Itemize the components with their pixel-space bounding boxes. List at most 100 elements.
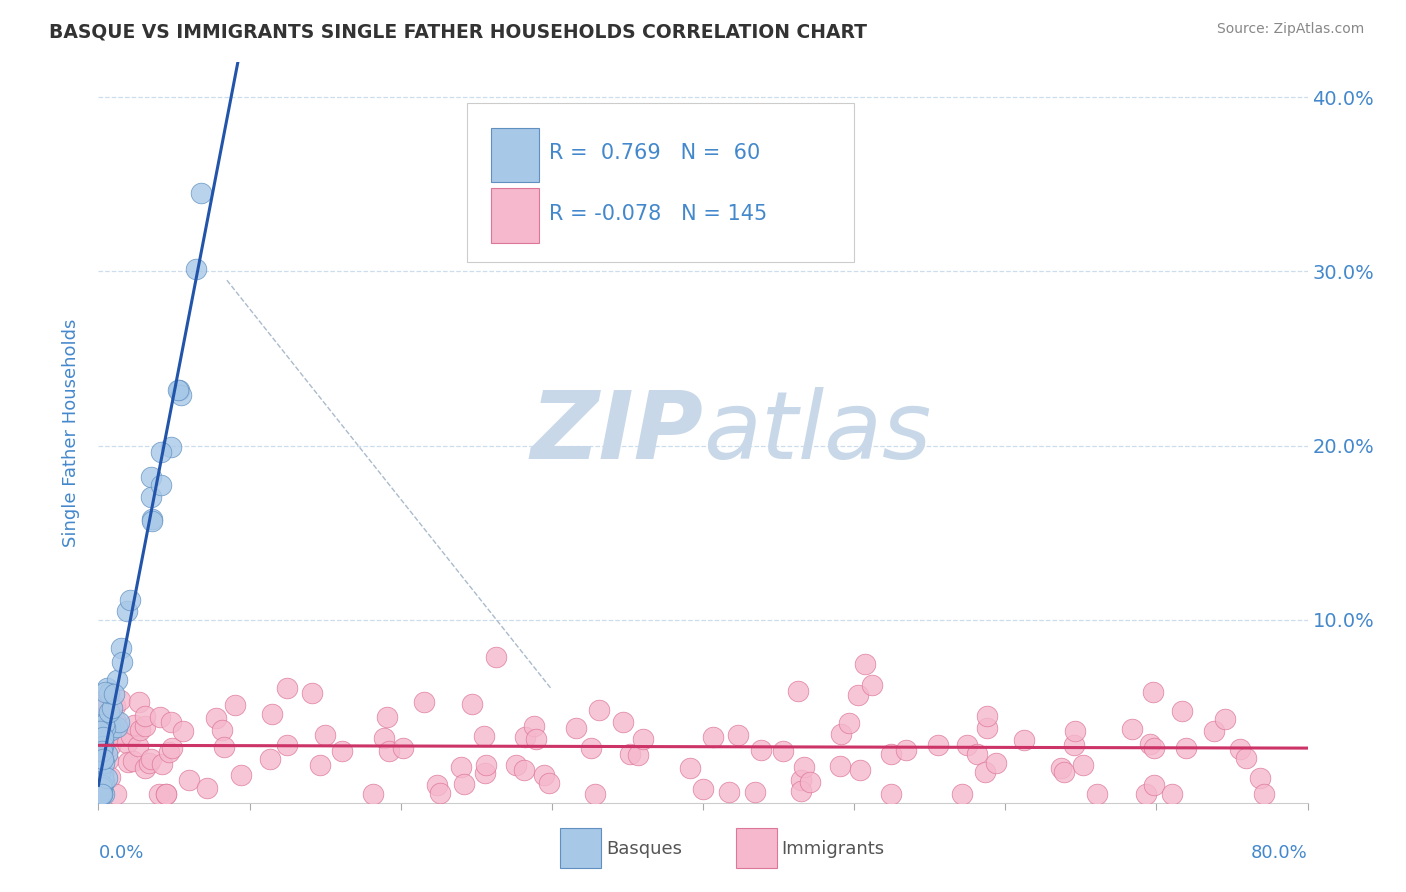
Point bbox=[89, 764, 111, 779]
Point bbox=[149, 710, 172, 724]
Point bbox=[90, 698, 112, 712]
Point bbox=[96, 747, 118, 761]
Point bbox=[121, 754, 143, 768]
Point bbox=[157, 746, 180, 760]
Point bbox=[880, 747, 903, 761]
Point bbox=[96, 771, 118, 785]
Point bbox=[93, 736, 115, 750]
Point bbox=[167, 383, 190, 397]
Point bbox=[98, 686, 121, 700]
Point bbox=[118, 593, 141, 607]
Point bbox=[91, 771, 114, 785]
Point bbox=[956, 738, 979, 752]
Point bbox=[104, 726, 127, 740]
Point bbox=[475, 758, 498, 772]
Point bbox=[90, 782, 112, 797]
Point bbox=[91, 766, 114, 780]
Point bbox=[91, 724, 114, 739]
Point bbox=[160, 440, 183, 454]
Point bbox=[89, 724, 111, 739]
Point bbox=[976, 721, 998, 735]
Point bbox=[229, 768, 252, 782]
Point bbox=[702, 730, 724, 744]
Point bbox=[1063, 738, 1085, 752]
Point bbox=[727, 727, 749, 741]
Point bbox=[749, 743, 772, 757]
Point bbox=[453, 777, 475, 791]
Point bbox=[849, 763, 872, 777]
FancyBboxPatch shape bbox=[561, 828, 602, 868]
Text: Basques: Basques bbox=[606, 839, 682, 858]
Text: R = -0.078   N = 145: R = -0.078 N = 145 bbox=[550, 204, 768, 224]
Point bbox=[107, 714, 129, 729]
Point bbox=[87, 787, 110, 801]
Point bbox=[172, 723, 194, 738]
Point bbox=[155, 787, 177, 801]
Point bbox=[330, 744, 353, 758]
Point bbox=[129, 723, 152, 737]
Text: ZIP: ZIP bbox=[530, 386, 703, 479]
Point bbox=[150, 477, 173, 491]
Point bbox=[124, 718, 146, 732]
Text: Source: ZipAtlas.com: Source: ZipAtlas.com bbox=[1216, 22, 1364, 37]
Point bbox=[679, 761, 702, 775]
Point bbox=[612, 715, 634, 730]
Point bbox=[103, 687, 125, 701]
Point bbox=[97, 753, 120, 767]
Point bbox=[139, 469, 162, 483]
Point bbox=[195, 780, 218, 795]
Point bbox=[1253, 787, 1275, 801]
Point bbox=[1142, 685, 1164, 699]
Point bbox=[89, 787, 111, 801]
Text: 80.0%: 80.0% bbox=[1251, 844, 1308, 862]
Point bbox=[1213, 712, 1236, 726]
Point bbox=[87, 742, 110, 756]
Point bbox=[627, 747, 650, 762]
Point bbox=[98, 770, 121, 784]
Point bbox=[513, 730, 536, 744]
Point bbox=[89, 698, 111, 713]
Point bbox=[105, 673, 128, 688]
Point bbox=[115, 736, 138, 750]
Point bbox=[214, 739, 236, 754]
Point bbox=[787, 684, 810, 698]
Point bbox=[91, 744, 114, 758]
Point bbox=[1249, 771, 1271, 785]
Point bbox=[150, 756, 173, 771]
Point bbox=[93, 787, 115, 801]
Point bbox=[772, 744, 794, 758]
Point bbox=[134, 761, 156, 775]
FancyBboxPatch shape bbox=[492, 188, 538, 244]
Point bbox=[104, 713, 127, 727]
Point bbox=[224, 698, 246, 713]
Point bbox=[485, 649, 508, 664]
Point bbox=[98, 716, 121, 731]
Point bbox=[1050, 761, 1073, 775]
FancyBboxPatch shape bbox=[492, 128, 538, 182]
Point bbox=[830, 727, 852, 741]
Y-axis label: Single Father Households: Single Father Households bbox=[62, 318, 80, 547]
Point bbox=[1121, 723, 1143, 737]
Point bbox=[846, 688, 869, 702]
Point bbox=[505, 758, 527, 772]
Point bbox=[90, 775, 112, 789]
Point bbox=[450, 759, 472, 773]
Point bbox=[1135, 787, 1157, 801]
Point bbox=[1073, 758, 1095, 772]
Point bbox=[1085, 787, 1108, 801]
Point bbox=[93, 756, 115, 770]
Point bbox=[619, 747, 641, 761]
Point bbox=[1063, 724, 1085, 739]
Point bbox=[91, 787, 114, 801]
Point bbox=[127, 739, 149, 753]
Point bbox=[90, 756, 112, 771]
Point bbox=[894, 743, 917, 757]
Point bbox=[134, 709, 156, 723]
Text: Immigrants: Immigrants bbox=[782, 839, 884, 858]
Point bbox=[426, 778, 449, 792]
Point bbox=[314, 729, 336, 743]
Point bbox=[1234, 750, 1257, 764]
Point bbox=[204, 711, 226, 725]
Point bbox=[94, 685, 117, 699]
Point bbox=[276, 739, 298, 753]
